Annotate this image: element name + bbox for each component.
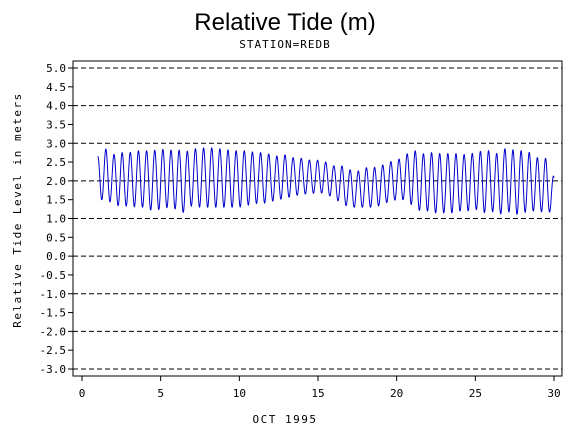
chart-title: Relative Tide (m) bbox=[194, 9, 375, 36]
x-axis-label: OCT 1995 bbox=[253, 413, 318, 426]
y-tick-label: -2.0 bbox=[40, 325, 67, 338]
x-tick-label: 15 bbox=[311, 387, 324, 400]
y-tick-label: 1.5 bbox=[46, 194, 66, 207]
y-tick-label: 3.0 bbox=[46, 137, 66, 150]
y-axis: 5.0 4.5 4.0 3.5 3.0 2.5 2.0 1.5 1.0 0.5 0.0 -0.5 -1.… bbox=[40, 62, 73, 376]
y-tick-label: -1.0 bbox=[40, 288, 67, 301]
x-tick-label: 5 bbox=[157, 387, 164, 400]
y-tick-label: -3.0 bbox=[40, 363, 67, 376]
y-tick-label: 0.5 bbox=[46, 231, 66, 244]
x-tick-label: 0 bbox=[79, 387, 86, 400]
chart-subtitle: STATION=REDB bbox=[239, 38, 330, 51]
y-tick-label: 0.0 bbox=[46, 250, 66, 263]
x-axis: 0 5 10 15 20 25 30 bbox=[79, 376, 561, 400]
x-tick-label: 25 bbox=[469, 387, 482, 400]
tide-line bbox=[97, 147, 555, 216]
y-tick-label: 5.0 bbox=[46, 62, 66, 75]
grid-lines bbox=[73, 67, 562, 370]
y-tick-label: 2.0 bbox=[46, 175, 66, 188]
x-tick-label: 20 bbox=[390, 387, 403, 400]
y-tick-label: -2.5 bbox=[40, 344, 67, 357]
y-tick-label: 2.5 bbox=[46, 156, 66, 169]
x-tick-label: 10 bbox=[233, 387, 246, 400]
y-tick-label: 1.0 bbox=[46, 213, 66, 226]
y-tick-label: 4.0 bbox=[46, 100, 66, 113]
y-axis-label: Relative Tide Level in meters bbox=[11, 92, 24, 328]
x-tick-label: 30 bbox=[547, 387, 560, 400]
y-tick-label: -1.5 bbox=[40, 307, 67, 320]
plot-data bbox=[97, 147, 555, 216]
y-tick-label: 4.5 bbox=[46, 81, 66, 94]
y-tick-label: -0.5 bbox=[40, 269, 67, 282]
y-tick-label: 3.5 bbox=[46, 118, 66, 131]
